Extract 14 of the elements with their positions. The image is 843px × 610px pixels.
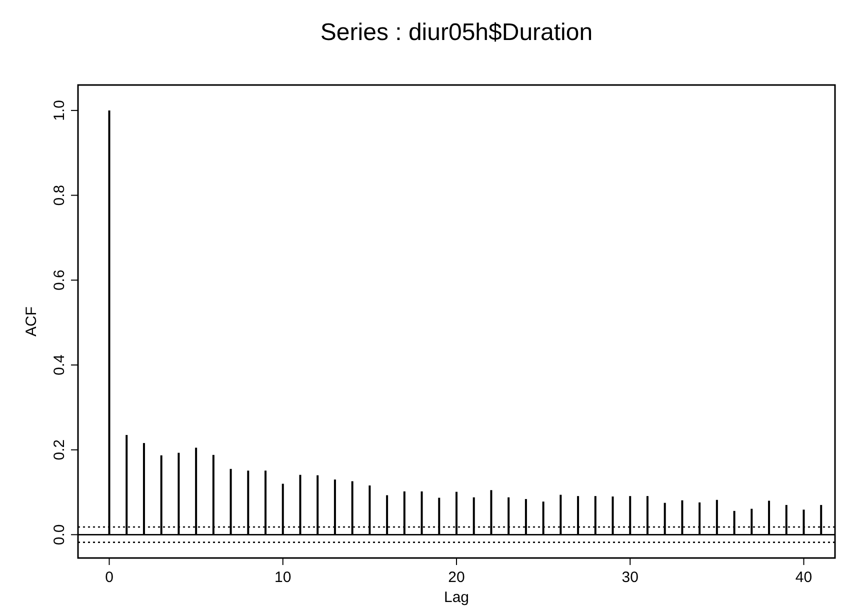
- x-axis-title: Lag: [444, 589, 470, 606]
- y-tick-label: 0.6: [51, 270, 68, 291]
- y-tick-label: 0.2: [51, 439, 68, 460]
- chart-title: Series : diur05h$Duration: [320, 19, 593, 46]
- y-tick-label: 1.0: [51, 100, 68, 121]
- x-tick-label: 10: [274, 569, 292, 586]
- x-tick-label: 0: [105, 569, 114, 586]
- y-tick-label: 0.8: [51, 184, 68, 206]
- x-tick-label: 40: [795, 569, 812, 586]
- y-tick-label: 0.4: [51, 354, 68, 376]
- x-tick-label: 20: [448, 569, 465, 586]
- x-tick-label: 30: [622, 569, 638, 586]
- y-axis-title: ACF: [23, 306, 40, 336]
- y-tick-label: 0.0: [51, 524, 68, 546]
